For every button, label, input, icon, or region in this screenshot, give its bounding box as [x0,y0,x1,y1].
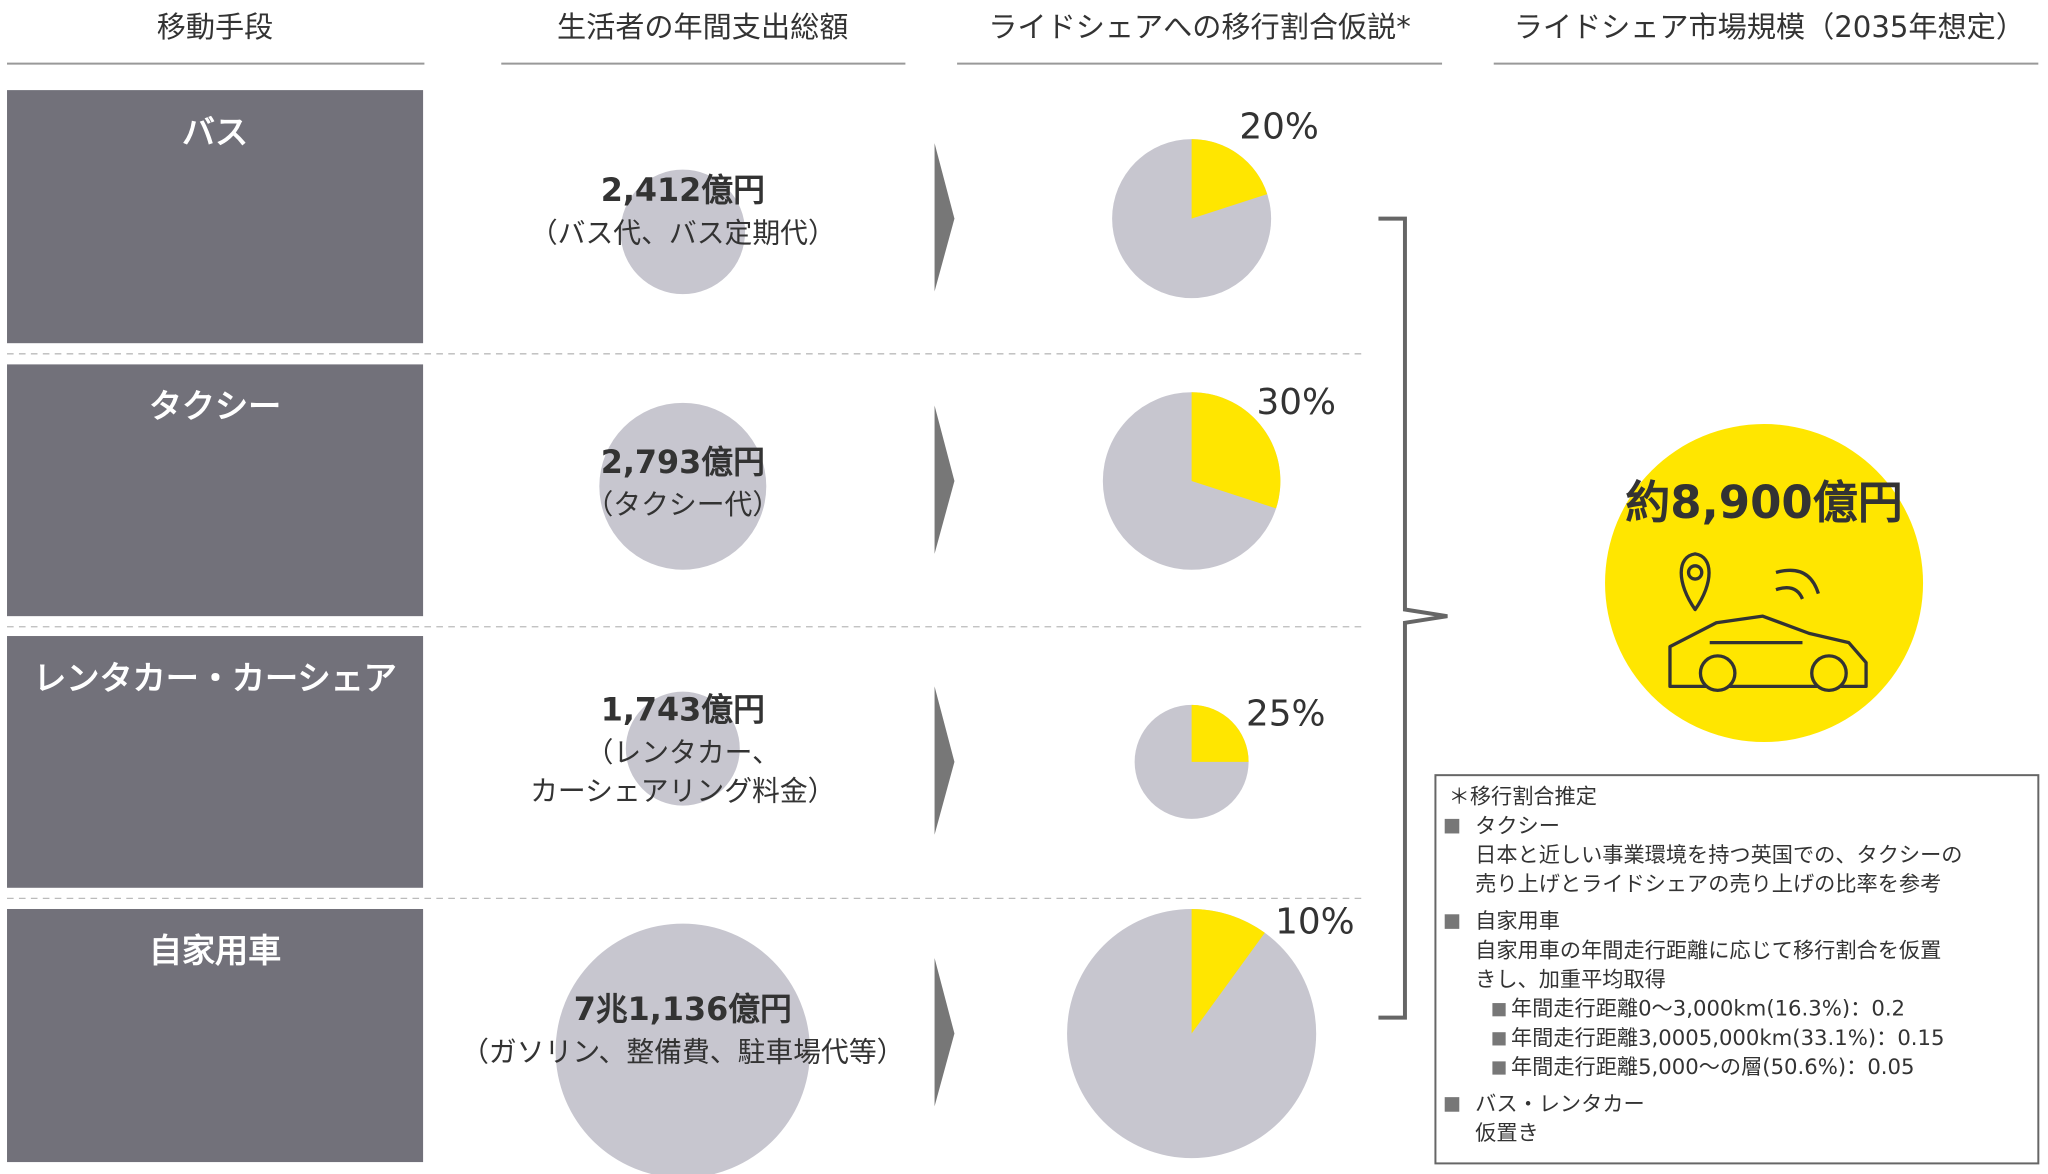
spending-detail: （バス代、バス定期代） [530,217,836,250]
note: ＊移行割合推定タクシー日本と近しい事業環境を持つ英国での、タクシーの売り上げとラ… [1444,784,1963,1145]
note-line: 売り上げとライドシェアの売り上げの比率を参考 [1475,871,1941,896]
arrow [934,143,955,292]
share-label: 25% [1246,694,1326,735]
note-sub: 年間走行距離3,0005,000km(33.1%)：0.15 [1511,1025,1945,1050]
pie-base [1067,908,1317,1159]
column-header: 移動手段 [157,10,274,44]
note-title: ＊移行割合推定 [1449,784,1597,809]
mode-label: タクシー [149,387,281,426]
arrow [934,405,955,554]
share-label: 30% [1257,382,1337,423]
sub-bullet [1492,1032,1506,1046]
arrow [934,686,955,835]
spending-circle [620,169,746,295]
note-head: バス・レンタカー [1475,1091,1645,1116]
market-circle [1605,424,1924,743]
share-label: 20% [1239,107,1319,148]
rows: バス 2,412億円 （バス代、バス定期代） 20% タクシー 2,793億円 （タクシー代… [7,90,1366,1174]
spending-detail: カーシェアリング料金） [530,774,835,807]
arrow [934,958,955,1107]
note-line: 自家用車の年間走行距離に応じて移行割合を仮置 [1475,937,1941,962]
market-icon [1668,552,1868,693]
column-header: 生活者の年間支出総額 [557,10,848,44]
mode-box [7,908,424,1163]
spending-value: 1,743億円 [601,692,765,729]
note-line: 仮置き [1475,1120,1539,1145]
spending-value: 2,793億円 [601,444,765,481]
note-head: 自家用車 [1475,908,1560,933]
pie-wedge [1191,392,1281,509]
spending-circle [555,923,810,1174]
spending-value: 2,412億円 [601,172,765,209]
note-line: 日本と近しい事業環境を持つ英国での、タクシーの [1475,842,1962,867]
bullet [1444,1097,1460,1112]
spending-circle [599,402,767,570]
pie-wedge [1191,908,1265,1034]
spending-circle [625,691,740,806]
bullet [1444,914,1460,929]
mode-label: 自家用車 [149,931,281,970]
column-header: ライドシェアへの移行割合仮説* [988,10,1411,44]
share-label: 10% [1275,902,1355,943]
mode-label: レンタカー・カーシェア [33,658,397,697]
mode-label: バス [182,112,248,151]
pie-wedge [1191,704,1249,762]
mode-box [7,636,424,888]
note-sub: 年間走行距離5,000～の層(50.6%)：0.05 [1511,1054,1915,1079]
note-head: タクシー [1475,813,1560,838]
bullet [1444,818,1460,834]
column-header: ライドシェア市場規模（2035年想定） [1514,10,2025,44]
market-value: 約8,900億円 [1625,476,1903,529]
spending-detail: （レンタカー、 [586,736,780,769]
mode-box [7,90,424,344]
sub-bullet [1492,1003,1506,1017]
note-line: きし、加重平均取得 [1475,967,1666,992]
mode-box [7,364,424,617]
note-sub: 年間走行距離0～3,000km(16.3%)：0.2 [1511,996,1905,1021]
spending-detail: （タクシー代） [585,488,780,521]
note-box [1434,774,2040,1165]
spending-detail: （ガソリン、整備費、駐車場代等） [461,1035,904,1068]
spending-value: 7兆1,136億円 [574,991,792,1028]
brace [1378,216,1448,1020]
pie-wedge [1191,139,1268,219]
sub-bullet [1492,1061,1506,1075]
